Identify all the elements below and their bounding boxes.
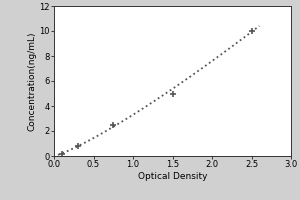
Y-axis label: Concentration(ng/mL): Concentration(ng/mL) <box>28 31 37 131</box>
X-axis label: Optical Density: Optical Density <box>138 172 207 181</box>
